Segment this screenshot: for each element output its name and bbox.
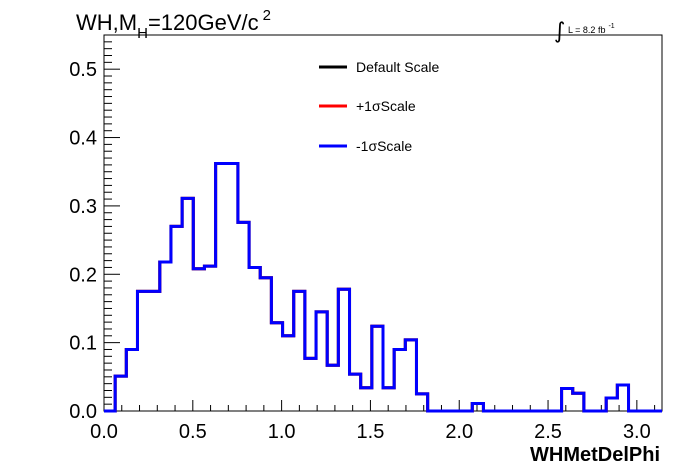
integral-sign: ∫ xyxy=(554,19,565,44)
y-tick-label: 0.3 xyxy=(69,196,97,218)
legend-entry: +1σScale xyxy=(356,98,416,114)
lumi-superscript: -1 xyxy=(608,23,614,30)
y-tick-label: 0.5 xyxy=(69,59,97,81)
x-tick-label: 1.0 xyxy=(268,421,296,443)
svg-text:WH,MH=120GeV/c2: WH,MH=120GeV/c 2 xyxy=(76,7,271,42)
y-tick-label: 0.1 xyxy=(69,333,97,355)
svg-text:L = 8.2 fb-1: L = 8.2 fb -1 xyxy=(568,23,615,35)
x-tick-label: 0.0 xyxy=(90,421,118,443)
x-tick-label: 0.5 xyxy=(179,421,207,443)
y-tick-label: 0.2 xyxy=(69,264,97,286)
title-subscript: H xyxy=(137,25,148,42)
plot-frame xyxy=(103,34,663,412)
title-rest: =120GeV/c xyxy=(148,10,259,35)
legend-entry: -1σScale xyxy=(356,138,412,154)
series-group xyxy=(104,162,662,413)
x-tick-label: 3.0 xyxy=(623,421,651,443)
series-line--1scale xyxy=(104,162,662,413)
y-tick-label: 0.4 xyxy=(69,128,97,150)
title-main: WH,M xyxy=(76,10,137,35)
x-tick-label: 2.0 xyxy=(445,421,473,443)
lumi-text: L = 8.2 fb xyxy=(568,25,605,35)
y-tick-label: 0.0 xyxy=(69,401,97,423)
chart-title: WH,MH=120GeV/c 2 xyxy=(76,7,271,42)
x-axis-label: WHMetDelPhi xyxy=(530,444,660,466)
title-superscript: 2 xyxy=(263,7,271,24)
x-axis: 0.0 0.5 1.0 1.5 2.0 2.5 3.0 xyxy=(90,400,656,443)
y-axis: 0.0 0.1 0.2 0.3 0.4 0.5 xyxy=(69,41,120,423)
legend-entry: Default Scale xyxy=(356,59,439,75)
x-tick-label: 1.5 xyxy=(357,421,385,443)
x-tick-label: 2.5 xyxy=(534,421,562,443)
legend: Default Scale +1σScale -1σScale xyxy=(319,59,439,154)
luminosity-label: ∫ L = 8.2 fb -1 xyxy=(554,19,615,44)
